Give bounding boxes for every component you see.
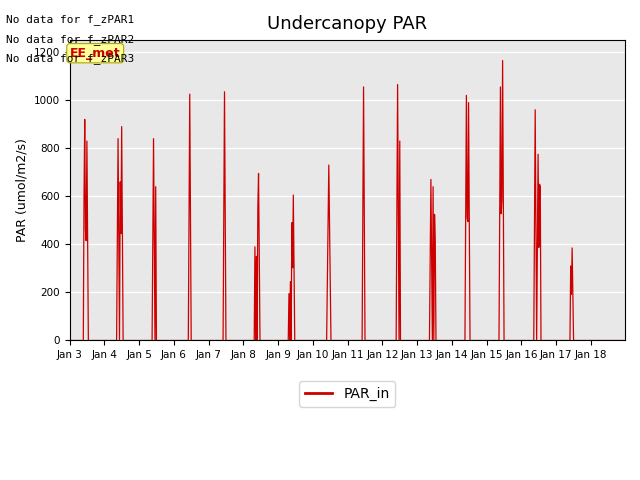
Text: No data for f_zPAR1: No data for f_zPAR1 [6,14,134,25]
Title: Undercanopy PAR: Undercanopy PAR [268,15,428,33]
Text: No data for f_zPAR3: No data for f_zPAR3 [6,53,134,64]
Y-axis label: PAR (umol/m2/s): PAR (umol/m2/s) [15,138,28,242]
Text: No data for f_zPAR2: No data for f_zPAR2 [6,34,134,45]
Legend: PAR_in: PAR_in [299,381,396,407]
Text: EE_met: EE_met [70,47,120,60]
